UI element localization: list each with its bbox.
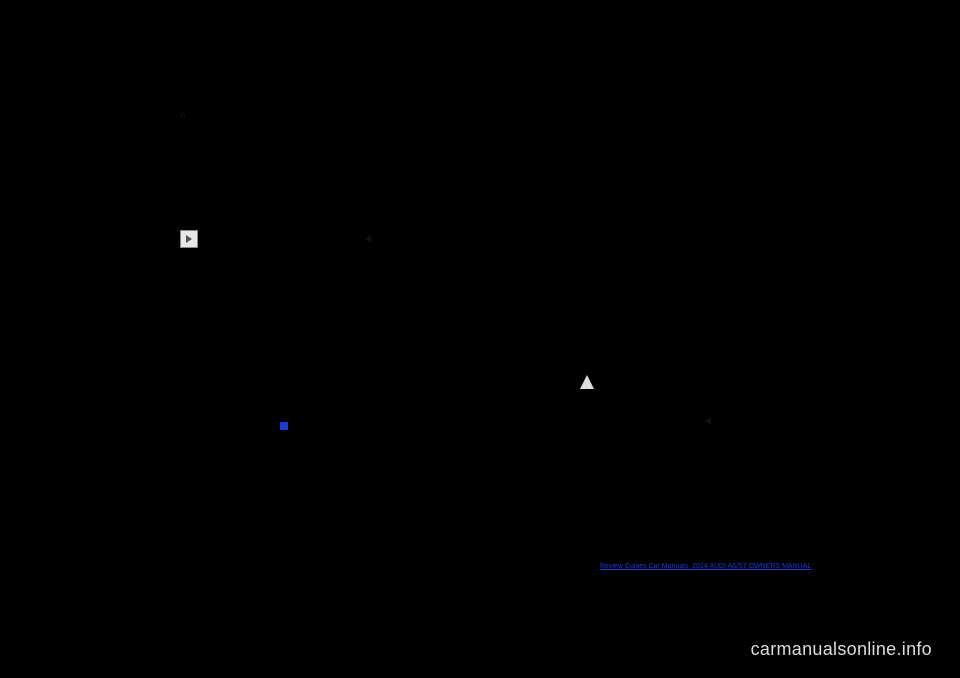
warning-icon (580, 375, 594, 389)
left-triangle-2 (705, 415, 711, 427)
blue-square-icon (280, 422, 288, 430)
triangle-left-icon-2 (705, 417, 711, 425)
blue-marker-container (280, 420, 288, 432)
triangle-left-icon (365, 235, 371, 243)
play-icon-container (180, 230, 198, 248)
play-icon (180, 230, 198, 248)
footer-link-row: Review Copies Car Manuals, 2014 AUDI A6/… (600, 560, 811, 572)
watermark-text: carmanualsonline.info (751, 639, 932, 660)
manual-source-link[interactable]: Review Copies Car Manuals, 2014 AUDI A6/… (600, 563, 811, 570)
left-triangle-1 (365, 233, 371, 245)
section-marker: n (180, 110, 186, 122)
warning-icon-container (580, 375, 594, 389)
